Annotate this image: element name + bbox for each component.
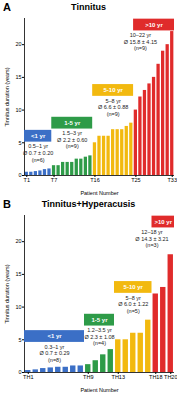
svg-text:Patient Number: Patient Number bbox=[80, 190, 118, 196]
svg-text:Tinnitus duration (years): Tinnitus duration (years) bbox=[4, 264, 10, 323]
svg-text:5–8 yr: 5–8 yr bbox=[126, 295, 141, 301]
svg-text:(n=9): (n=9) bbox=[66, 143, 79, 149]
svg-text:5-10 yr: 5-10 yr bbox=[103, 87, 123, 93]
svg-text:Ø 14.3 ± 3.21: Ø 14.3 ± 3.21 bbox=[135, 236, 168, 242]
svg-text:5–8 yr: 5–8 yr bbox=[105, 98, 120, 104]
svg-text:1-5 yr: 1-5 yr bbox=[91, 317, 108, 323]
svg-text:>10 yr: >10 yr bbox=[145, 22, 163, 28]
svg-text:10: 10 bbox=[15, 304, 21, 310]
html-text:B: B bbox=[3, 198, 11, 210]
svg-text:TH13: TH13 bbox=[112, 374, 125, 380]
svg-text:TH1: TH1 bbox=[23, 374, 33, 380]
svg-text:Ø 2.2 ± 0.60: Ø 2.2 ± 0.60 bbox=[57, 137, 87, 143]
svg-text:Ø 0.7 ± 0.20: Ø 0.7 ± 0.20 bbox=[23, 150, 53, 156]
svg-text:Ø 15.8 ± 4.15: Ø 15.8 ± 4.15 bbox=[124, 39, 157, 45]
svg-text:1-5 yr: 1-5 yr bbox=[64, 120, 81, 126]
svg-text:Ø 0.7 ± 0.29: Ø 0.7 ± 0.29 bbox=[39, 350, 69, 356]
svg-text:20: 20 bbox=[15, 41, 21, 47]
svg-text:10–22 yr: 10–22 yr bbox=[130, 32, 152, 38]
svg-text:1.5–3 yr: 1.5–3 yr bbox=[62, 130, 82, 136]
svg-text:20: 20 bbox=[15, 238, 21, 244]
svg-text:12–18 yr: 12–18 yr bbox=[141, 229, 163, 235]
svg-text:Tinnitus duration (years): Tinnitus duration (years) bbox=[4, 67, 10, 126]
svg-text:15: 15 bbox=[15, 74, 21, 80]
svg-text:0: 0 bbox=[18, 172, 21, 178]
svg-text:(n=8): (n=8) bbox=[48, 357, 61, 363]
svg-text:Ø 6.0 ± 1.22: Ø 6.0 ± 1.22 bbox=[118, 301, 148, 307]
svg-text:T16: T16 bbox=[90, 177, 99, 183]
svg-text:TH20: TH20 bbox=[164, 374, 177, 380]
svg-text:10: 10 bbox=[15, 107, 21, 113]
svg-text:>10 yr: >10 yr bbox=[154, 219, 172, 225]
svg-text:T25: T25 bbox=[131, 177, 140, 183]
svg-text:1.2–3.5 yr: 1.2–3.5 yr bbox=[87, 327, 112, 333]
svg-text:(n=5): (n=5) bbox=[127, 308, 140, 314]
svg-text:<1 yr: <1 yr bbox=[31, 133, 46, 139]
svg-text:15: 15 bbox=[15, 271, 21, 277]
html-text:Tinnitus: Tinnitus bbox=[71, 2, 106, 12]
svg-text:T33: T33 bbox=[167, 177, 176, 183]
svg-text:0.5–1 yr: 0.5–1 yr bbox=[28, 143, 48, 149]
svg-text:(n=9): (n=9) bbox=[107, 111, 120, 117]
svg-text:Ø 6.6 ± 0.88: Ø 6.6 ± 0.88 bbox=[98, 104, 128, 110]
svg-text:TH18: TH18 bbox=[149, 374, 162, 380]
svg-text:(n=3): (n=3) bbox=[146, 242, 159, 248]
svg-text:T7: T7 bbox=[51, 177, 57, 183]
svg-text:5: 5 bbox=[18, 337, 21, 343]
html-text:A: A bbox=[3, 1, 11, 13]
html-text:Tinnitus+Hyperacusis: Tinnitus+Hyperacusis bbox=[41, 199, 136, 209]
svg-text:TH9: TH9 bbox=[83, 374, 93, 380]
svg-text:Ø 2.3 ± 1.08: Ø 2.3 ± 1.08 bbox=[84, 334, 114, 340]
svg-text:5-10 yr: 5-10 yr bbox=[124, 284, 144, 290]
svg-text:0.3–1 yr: 0.3–1 yr bbox=[45, 344, 65, 350]
svg-text:(n=6): (n=6) bbox=[32, 157, 45, 163]
svg-text:(n=9): (n=9) bbox=[134, 45, 147, 51]
svg-text:0: 0 bbox=[18, 369, 21, 375]
svg-text:<1 yr: <1 yr bbox=[47, 333, 62, 339]
svg-text:(n=4): (n=4) bbox=[93, 340, 106, 346]
svg-text:T1: T1 bbox=[24, 177, 30, 183]
svg-text:5: 5 bbox=[18, 140, 21, 146]
svg-text:Patient Number: Patient Number bbox=[80, 387, 118, 393]
